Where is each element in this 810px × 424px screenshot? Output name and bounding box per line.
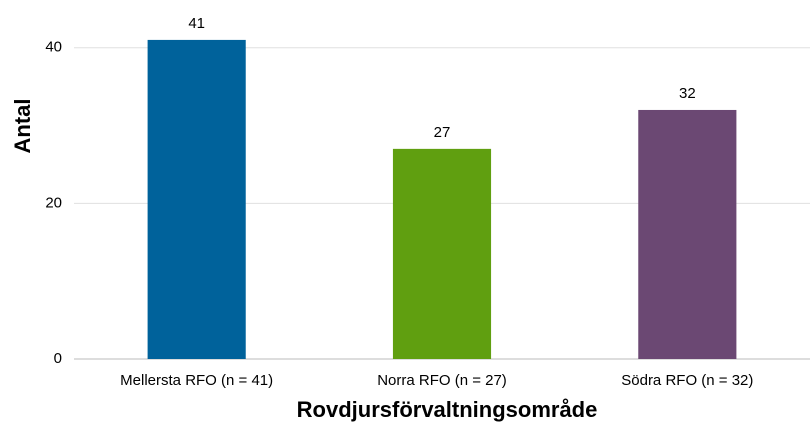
data-label: 27	[434, 124, 451, 141]
data-label: 41	[188, 15, 205, 32]
x-tick-label: Norra RFO (n = 27)	[377, 372, 507, 389]
x-axis-title: Rovdjursförvaltningsområde	[297, 397, 598, 422]
y-tick-label: 20	[45, 194, 62, 211]
bar	[147, 39, 246, 359]
x-tick-label: Södra RFO (n = 32)	[621, 372, 753, 389]
y-axis-title: Antal	[10, 99, 35, 154]
bar	[392, 148, 492, 359]
y-tick-label: 0	[54, 350, 62, 367]
data-label: 32	[679, 85, 696, 102]
y-tick-label: 40	[45, 39, 62, 56]
bar	[638, 109, 737, 360]
x-tick-label: Mellersta RFO (n = 41)	[120, 372, 273, 389]
